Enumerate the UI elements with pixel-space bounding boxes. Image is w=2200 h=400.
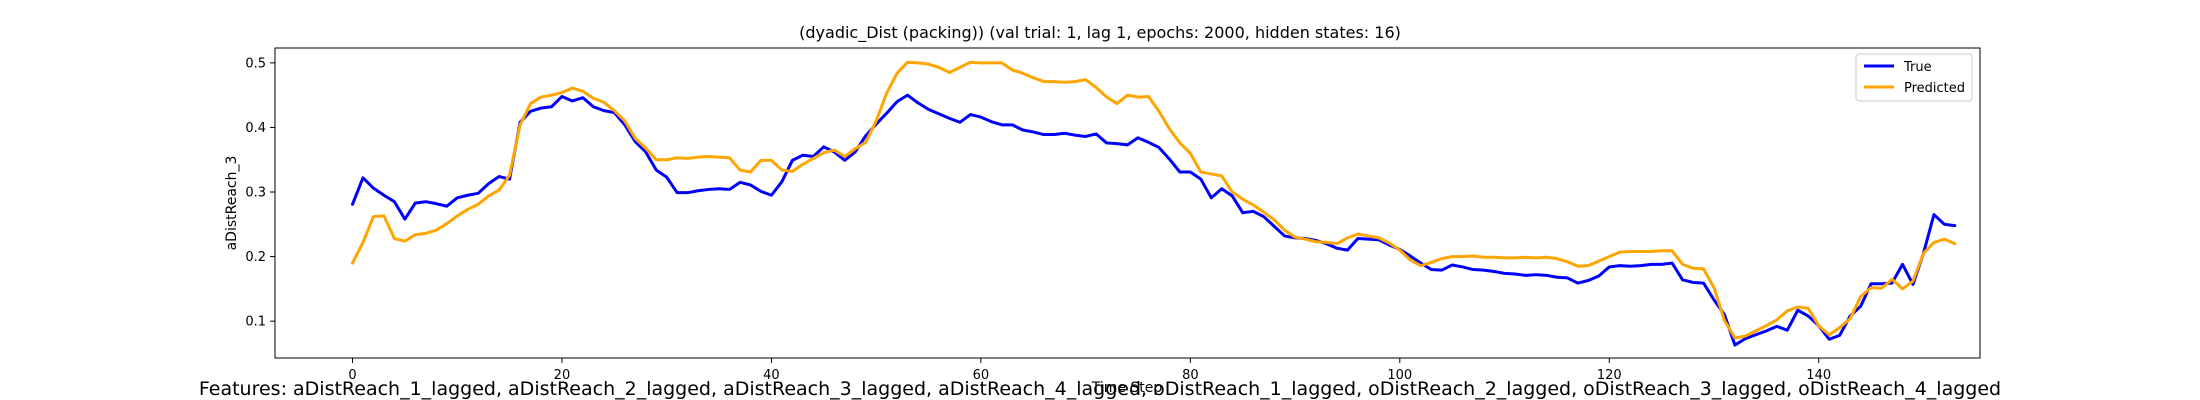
x-axis-ticks: 0 20 40 60 80 100 120 140 bbox=[348, 358, 1831, 383]
x-tick-label: 80 bbox=[1182, 368, 1199, 383]
y-tick-label: 0.4 bbox=[245, 121, 266, 136]
legend-label-predicted: Predicted bbox=[1904, 81, 1965, 96]
x-tick-label: 40 bbox=[763, 368, 780, 383]
x-tick-label: 60 bbox=[973, 368, 990, 383]
x-tick-label: 0 bbox=[348, 368, 356, 383]
plot-area bbox=[274, 47, 1981, 359]
x-tick-label: 140 bbox=[1806, 368, 1831, 383]
legend: True Predicted bbox=[1855, 53, 1973, 102]
y-tick-label: 0.2 bbox=[245, 250, 266, 265]
x-tick-label: 120 bbox=[1597, 368, 1622, 383]
features-caption: Features: aDistReach_1_lagged, aDistReac… bbox=[198, 378, 2002, 400]
series-lines bbox=[351, 60, 1957, 347]
x-tick-label: 100 bbox=[1387, 368, 1412, 383]
y-axis-ticks: 0.1 0.2 0.3 0.4 0.5 bbox=[245, 56, 275, 330]
x-axis-label: Time Step bbox=[1091, 380, 1163, 396]
y-tick-label: 0.3 bbox=[245, 186, 266, 201]
series-line-true bbox=[351, 93, 1957, 347]
x-tick-label: 20 bbox=[554, 368, 571, 383]
y-axis-label: aDistReach_3 bbox=[224, 156, 240, 251]
y-tick-label: 0.5 bbox=[245, 56, 266, 71]
chart-title: (dyadic_Dist (packing)) (val trial: 1, l… bbox=[799, 23, 1401, 43]
legend-label-true: True bbox=[1903, 60, 1932, 75]
series-line-predicted bbox=[351, 60, 1957, 340]
y-tick-label: 0.1 bbox=[245, 315, 266, 330]
